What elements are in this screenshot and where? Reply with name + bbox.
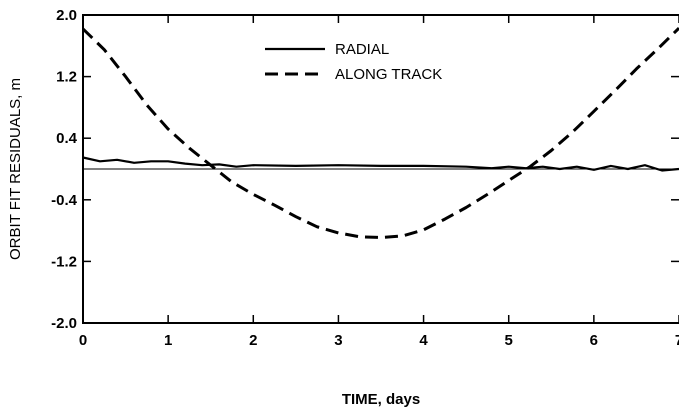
- x-tick-label: 1: [164, 332, 172, 349]
- x-tick-label: 0: [79, 332, 87, 349]
- y-tick-label: 2.0: [56, 7, 77, 24]
- y-tick-label: -2.0: [51, 315, 77, 332]
- x-tick-label: 7: [675, 332, 679, 349]
- x-axis-ticks: 0 1 2 3 4 5 6 7: [79, 15, 679, 349]
- y-axis-ticks: 2.0 1.2 0.4 -0.4 -1.2 -2.0: [51, 7, 679, 332]
- x-axis-label: TIME, days: [342, 391, 420, 408]
- x-tick-label: 2: [249, 332, 257, 349]
- y-tick-label: -1.2: [51, 253, 77, 270]
- y-tick-label: -0.4: [51, 192, 78, 209]
- x-tick-label: 5: [505, 332, 513, 349]
- y-tick-label: 0.4: [56, 130, 78, 147]
- along-track-line: [81, 27, 679, 239]
- legend: RADIAL ALONG TRACK: [265, 41, 442, 83]
- y-axis-label: ORBIT FIT RESIDUALS, m: [7, 78, 24, 260]
- legend-label-along-track: ALONG TRACK: [335, 66, 442, 83]
- x-tick-label: 4: [419, 332, 428, 349]
- radial-line: [82, 156, 679, 172]
- series-lines: [81, 27, 679, 239]
- x-tick-label: 3: [334, 332, 342, 349]
- y-tick-label: 1.2: [56, 69, 77, 86]
- x-tick-label: 6: [590, 332, 598, 349]
- legend-label-radial: RADIAL: [335, 41, 389, 58]
